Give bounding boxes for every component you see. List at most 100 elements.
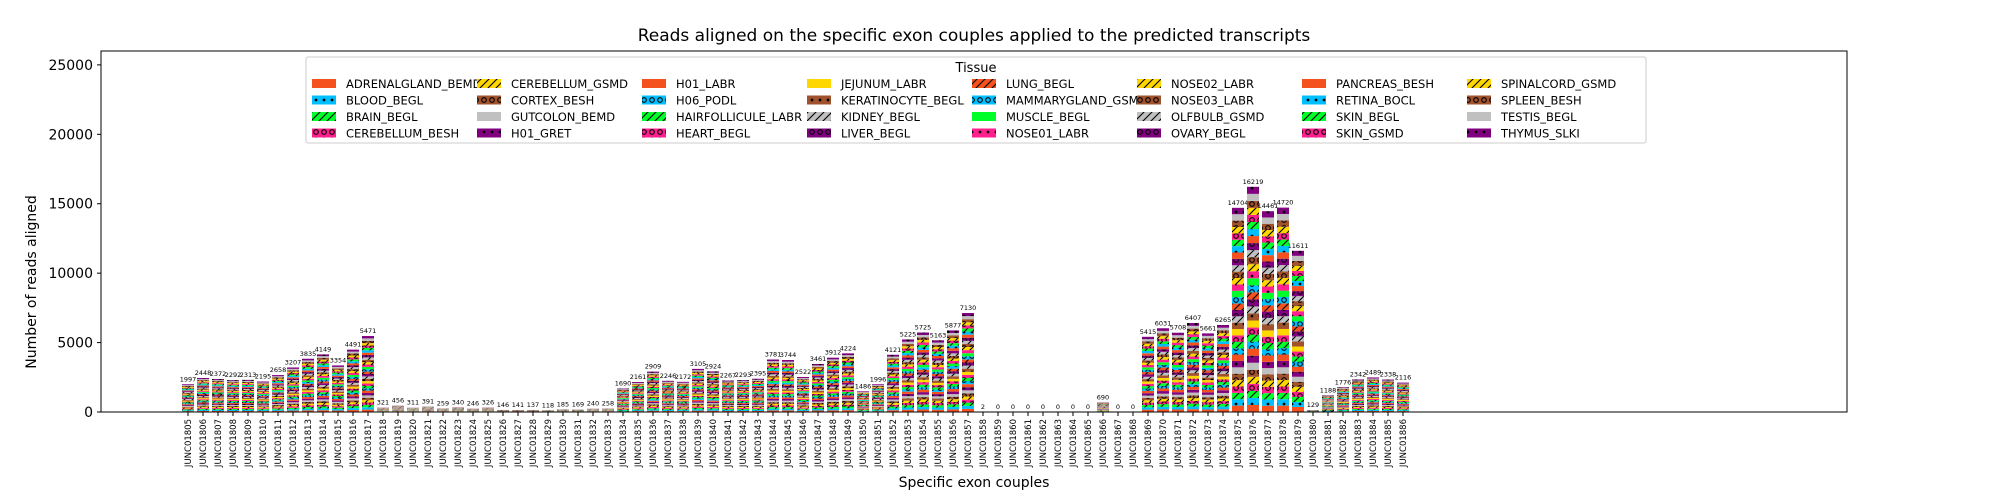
x-tick-label: JUNC01866 (1099, 419, 1109, 468)
bar-segment (722, 392, 734, 394)
bar-segment (317, 392, 329, 394)
bar-segment (1172, 355, 1184, 358)
x-tick-label: JUNC01825 (484, 419, 494, 468)
bar-segment (947, 383, 959, 387)
bar-segment (917, 382, 929, 385)
bar-segment (1232, 316, 1244, 323)
bar-segment (827, 369, 839, 372)
bar-segment (317, 357, 329, 360)
bar-segment (1142, 365, 1154, 368)
bar-segment (242, 388, 254, 390)
bar-segment (962, 390, 974, 394)
bar-segment (842, 399, 854, 401)
bar-segment (617, 398, 629, 399)
bar-stack: 2 (977, 403, 989, 413)
bar-segment (362, 347, 374, 351)
legend-swatch (807, 95, 831, 105)
bar-segment (182, 388, 194, 390)
bar-segment (827, 393, 839, 396)
bar-value-label: 2172 (675, 373, 692, 381)
y-axis-label: Number of reads aligned (24, 195, 40, 369)
bar-segment (1172, 342, 1184, 346)
bar-segment (707, 382, 719, 385)
bar-segment (332, 406, 344, 408)
bar-segment (332, 391, 344, 394)
bar-segment (197, 399, 209, 401)
bar-segment (1247, 243, 1259, 251)
legend-swatch (477, 95, 501, 105)
bar-segment (842, 404, 854, 407)
bar-segment (302, 373, 314, 376)
bar-segment (752, 384, 764, 387)
bar-segment (827, 405, 839, 407)
bar-segment (737, 410, 749, 411)
bar-segment (302, 402, 314, 404)
bar-segment (962, 387, 974, 391)
bar-segment (872, 403, 884, 405)
bar-segment (737, 404, 749, 406)
bar-segment (1397, 390, 1409, 392)
bar-segment (662, 383, 674, 385)
bar-segment (1172, 359, 1184, 363)
bar-segment (797, 393, 809, 395)
bar-segment (242, 390, 254, 392)
bar-stack: 2116 (1395, 374, 1411, 412)
bar-segment (272, 392, 284, 394)
bar-segment (677, 396, 689, 398)
bar-segment (752, 398, 764, 400)
bar-segment (227, 387, 239, 389)
bar-segment (1337, 394, 1349, 396)
bar-segment (932, 405, 944, 408)
bar-segment (722, 398, 734, 400)
bar-segment (752, 388, 764, 390)
bar-segment (737, 409, 749, 411)
bar-segment (797, 383, 809, 385)
bar-segment (227, 410, 239, 411)
bar-segment (947, 348, 959, 351)
legend-item: SKIN_GSMD (1302, 127, 1404, 141)
bar-segment (692, 375, 704, 377)
bar-segment (617, 400, 629, 401)
x-tick-label: JUNC01843 (754, 419, 764, 468)
x-tick-label: JUNC01871 (1174, 419, 1184, 468)
bar-segment (332, 368, 344, 370)
bar-segment (1172, 369, 1184, 373)
bar-segment (932, 389, 944, 392)
bar-segment (1187, 395, 1199, 399)
x-tick-label: JUNC01809 (244, 419, 254, 468)
bar-segment (317, 379, 329, 382)
bar-segment (887, 397, 899, 400)
bar-segment (227, 403, 239, 405)
bar-segment (1262, 217, 1274, 224)
bar-segment (962, 405, 974, 409)
legend-item: NOSE01_LABR (972, 127, 1089, 141)
bar-segment (797, 407, 809, 409)
x-tick-label: JUNC01873 (1204, 419, 1214, 468)
bar-segment (902, 357, 914, 360)
bar-segment (947, 350, 959, 354)
bar-segment (1367, 404, 1379, 406)
bar-segment (257, 393, 269, 395)
bar-segment (287, 402, 299, 404)
bar-segment (1397, 405, 1409, 407)
bar-segment (1292, 396, 1304, 402)
bar-segment (347, 359, 359, 362)
bar-segment (1262, 324, 1274, 331)
bar-segment (227, 393, 239, 395)
bar-segment (707, 389, 719, 391)
bar-segment (947, 368, 959, 372)
bar-segment (287, 378, 299, 380)
bar-segment (1337, 405, 1349, 406)
bar-segment (1337, 403, 1349, 405)
bar-segment (362, 393, 374, 396)
bar-value-label: 2658 (270, 366, 287, 374)
x-tick-label: JUNC01844 (769, 419, 779, 468)
bar-segment (257, 398, 269, 400)
bar-segment (857, 410, 869, 412)
bar-segment (1397, 403, 1409, 405)
bar-value-label: 321 (377, 399, 389, 407)
bar-segment (212, 409, 224, 411)
bar-segment (1262, 248, 1274, 256)
legend-swatch (312, 79, 336, 88)
bar-segment (1187, 406, 1199, 410)
